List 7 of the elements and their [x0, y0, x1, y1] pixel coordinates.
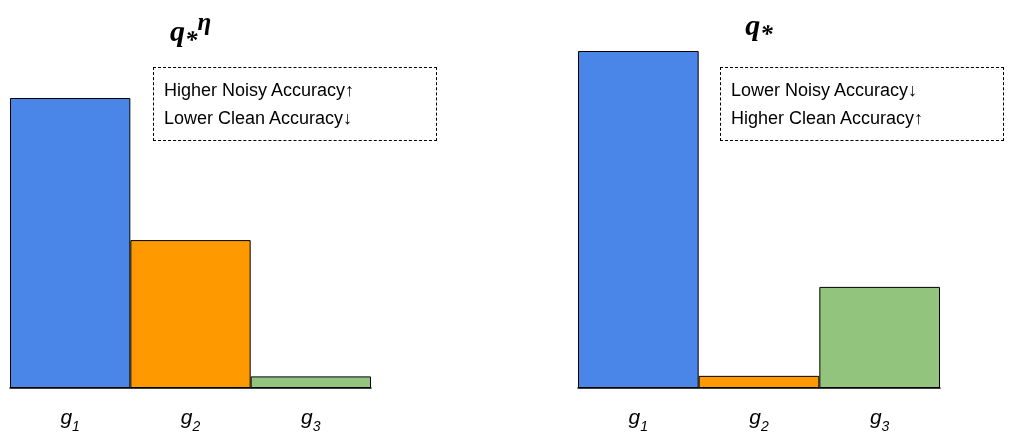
annotation: Higher Noisy Accuracy↑ [164, 79, 356, 102]
note-box: Higher Noisy Accuracy↑ Lower Clean Accuracy↓ [153, 67, 437, 141]
annotation: Lower Clean Accuracy↓ [164, 107, 354, 130]
note-box: Lower Noisy Accuracy↓ Higher Clean Accuracy↑ [720, 67, 1004, 141]
annotation: Higher Clean Accuracy↑ [731, 107, 925, 130]
chart-title: q$_{*}$ [744, 8, 774, 48]
annotation: Lower Noisy Accuracy↓ [731, 79, 919, 102]
